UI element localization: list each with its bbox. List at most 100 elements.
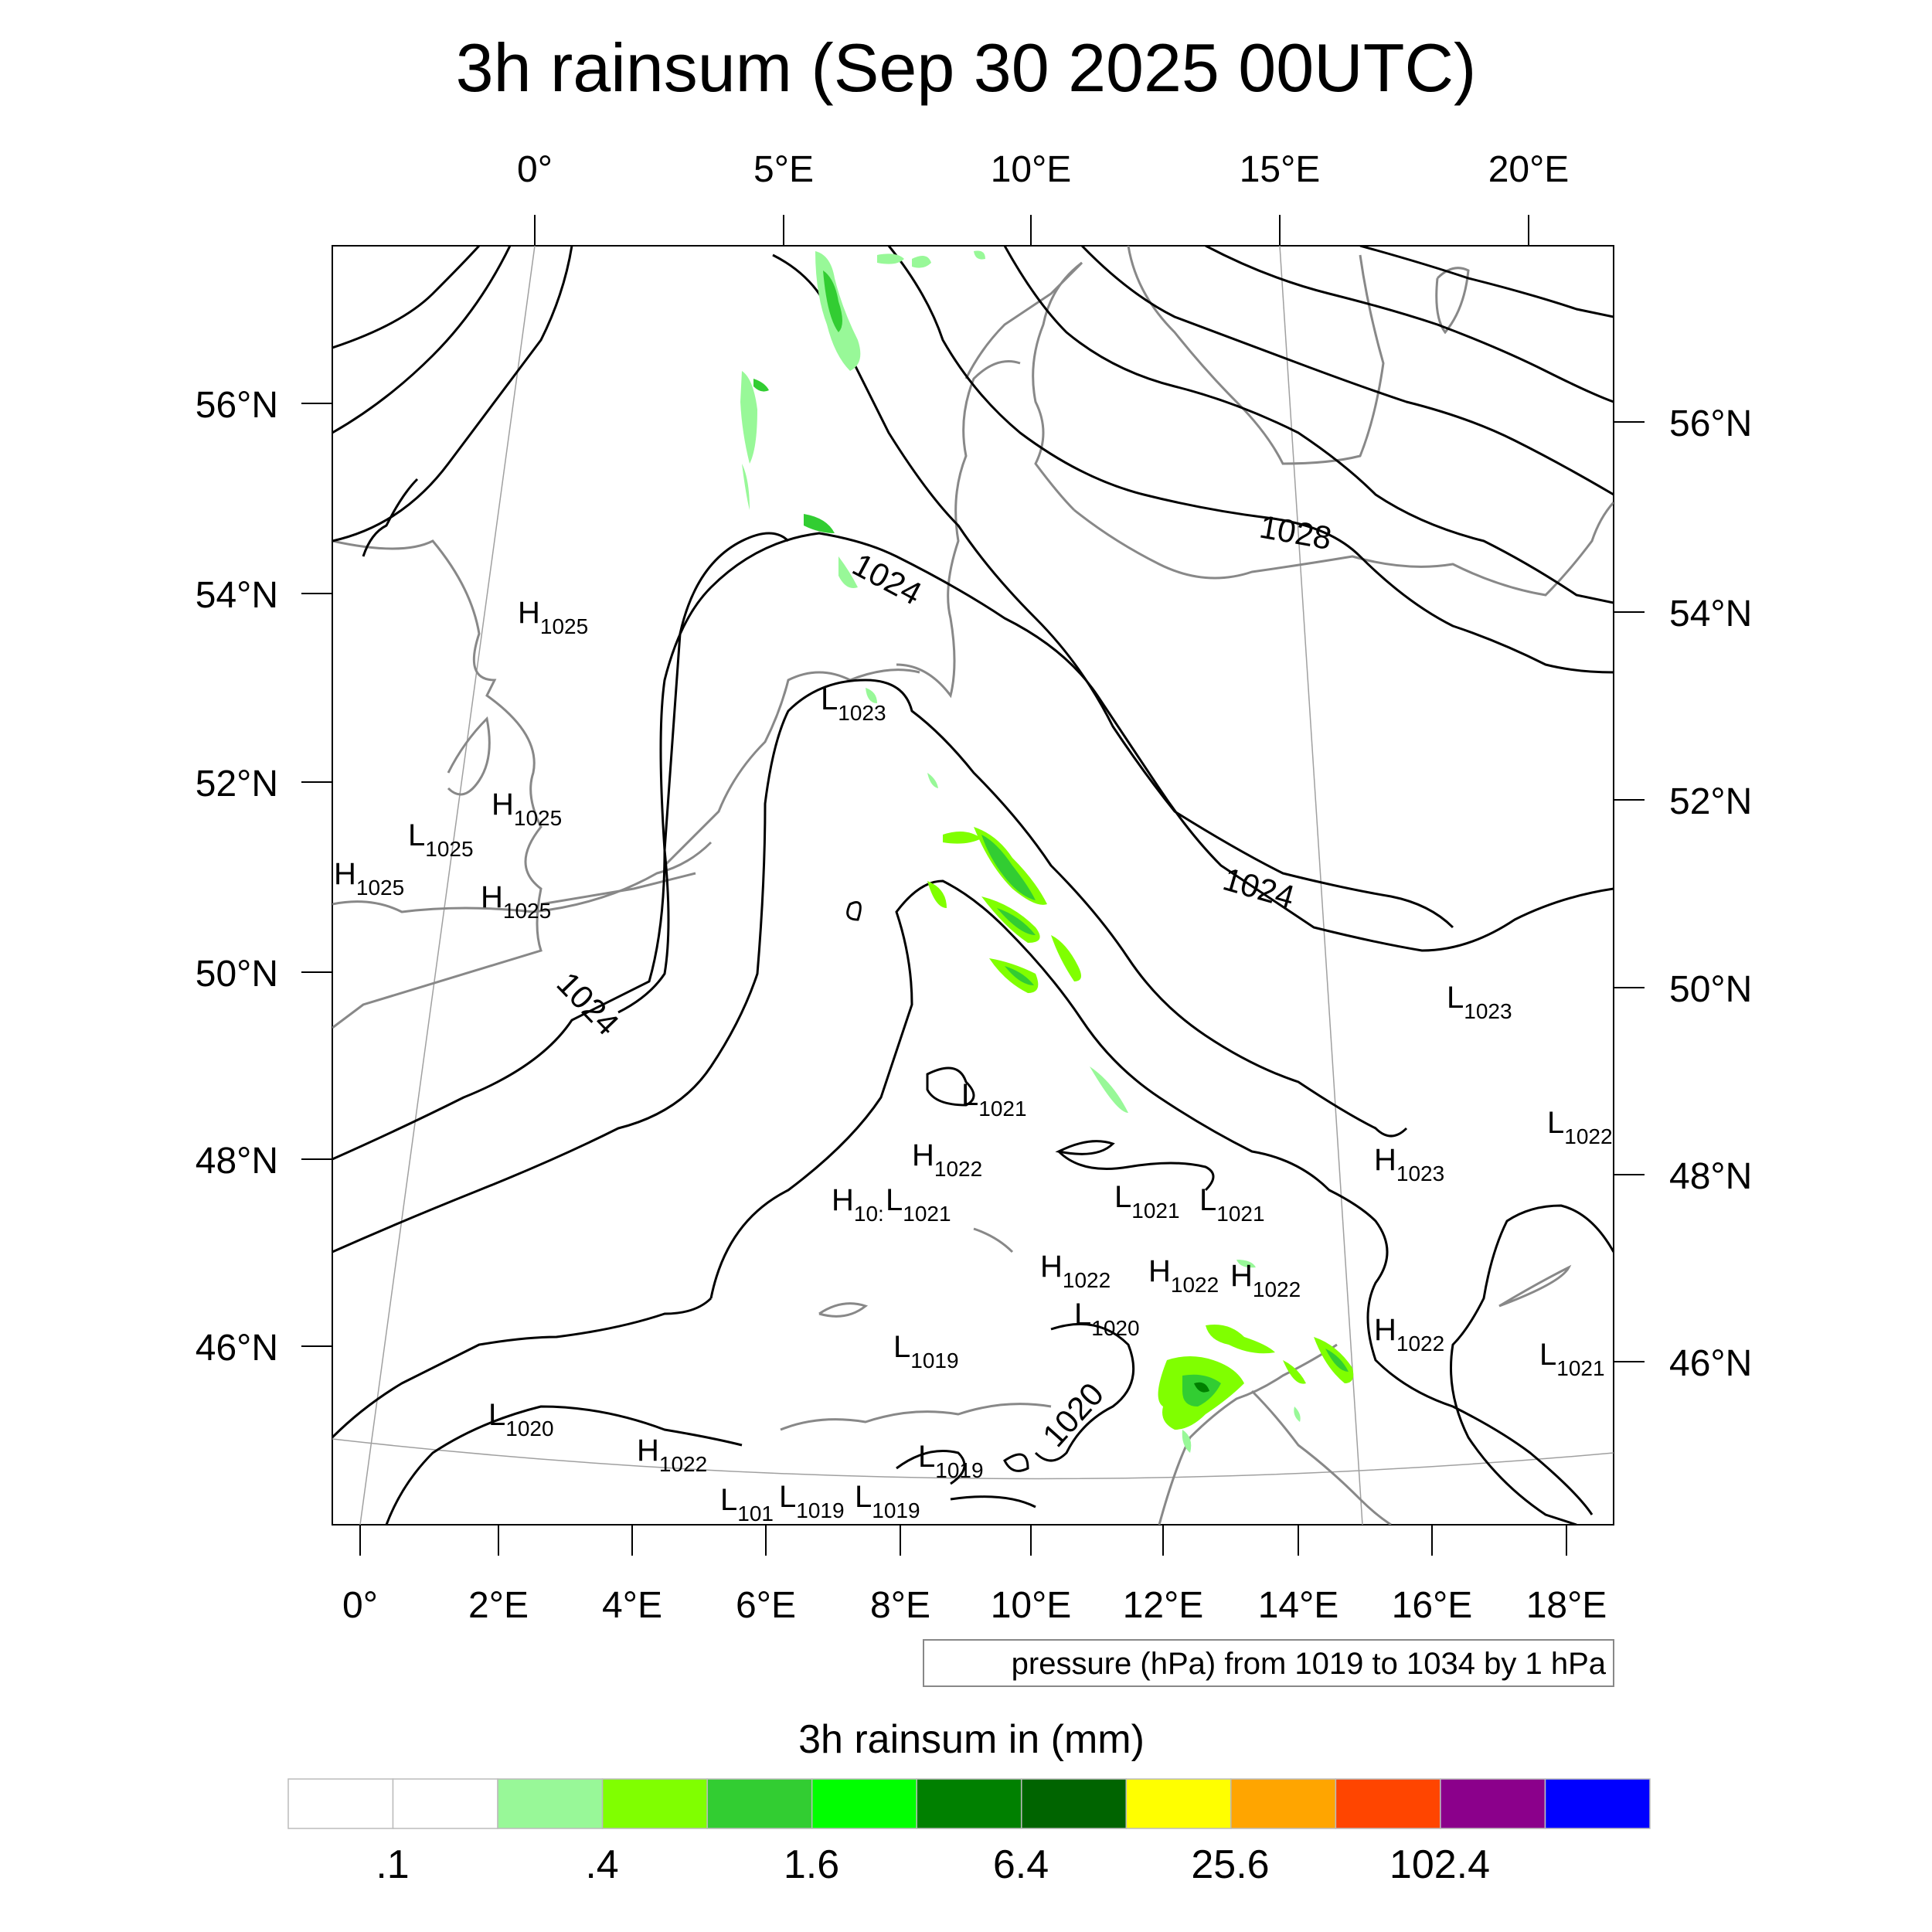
pressure-center-label: L1021 [1539, 1338, 1605, 1380]
pressure-center-label: H1025 [481, 880, 551, 923]
top-lon-label: 10°E [991, 149, 1072, 190]
pressure-center-label: L1019 [779, 1480, 845, 1522]
coast-baltic-south [1073, 501, 1614, 597]
isobar-closed-6 [950, 1495, 1036, 1509]
isobar-south-inner [709, 879, 1594, 1515]
rain-patch [804, 514, 835, 533]
rain-patch [1090, 1066, 1128, 1113]
isobar-1024-west [332, 532, 1614, 1161]
bottom-lon-label: 10°E [991, 1585, 1072, 1626]
coast-england-east [332, 539, 543, 1029]
isobar-south-low [896, 1450, 966, 1485]
bottom-lon-label: 18°E [1526, 1585, 1607, 1626]
rain-patch [943, 832, 981, 844]
graticule [332, 246, 1614, 1525]
pressure-center-label: H1025 [518, 596, 588, 638]
pressure-center-label: L1019 [855, 1480, 920, 1522]
pressure-center-label: L1021 [1114, 1180, 1180, 1223]
pressure-center-label: H1025 [492, 787, 562, 830]
colorbar-boxes [287, 1778, 1651, 1829]
rain-patch [838, 556, 858, 588]
rain-patch [823, 270, 842, 332]
bottom-lon-label: 12°E [1123, 1585, 1204, 1626]
isobar-closed-1 [926, 1066, 975, 1107]
rain-patch [912, 256, 931, 268]
pressure-center-label: L1021 [1199, 1183, 1265, 1226]
isobar-1020 [385, 1405, 743, 1525]
pressure-centers: H1025 L1023 H1025 L1025 H1025 H1025 L102… [334, 596, 1613, 1526]
pressure-center-label: H1022 [912, 1138, 982, 1181]
right-lat-label: 54°N [1669, 594, 1752, 634]
colorbar-label: 6.4 [993, 1842, 1049, 1887]
isobar-closed-5 [1003, 1453, 1029, 1472]
top-lon-label: 5°E [753, 149, 814, 190]
isobar-south-mid [1034, 1322, 1135, 1462]
coast-england-inner [447, 716, 491, 796]
lake-constance [973, 1227, 1014, 1253]
bottom-longitude-labels: 0° 2°E 4°E 6°E 8°E 10°E 12°E 14°E 16°E 1… [342, 1585, 1607, 1626]
right-latitude-labels: 56°N 54°N 52°N 50°N 48°N 46°N [1669, 403, 1752, 1384]
isobar-i [772, 253, 1454, 929]
isobar-south-west [332, 1297, 713, 1439]
rain-patch [927, 881, 947, 908]
rain-patch [1194, 1382, 1209, 1393]
coast-netherlands [663, 668, 920, 867]
rain-patch [742, 464, 750, 510]
colorbar-box [1021, 1778, 1128, 1829]
right-lat-label: 56°N [1669, 403, 1752, 444]
axis-ticks [301, 215, 1645, 1556]
coast-england-south [332, 900, 534, 913]
meridian-15e [1279, 246, 1363, 1525]
colorbar-box [916, 1778, 1022, 1829]
border-channel [540, 872, 696, 906]
bottom-lon-label: 4°E [602, 1585, 662, 1626]
isobar-h [1359, 246, 1614, 318]
pressure-center-label: L1020 [488, 1398, 554, 1440]
rain-patch [740, 371, 757, 464]
pressure-center-label: H1022 [1040, 1250, 1111, 1292]
contour-info-frame [923, 1639, 1614, 1687]
colorbar-box [1125, 1778, 1232, 1829]
colorbar-box [287, 1778, 394, 1829]
rain-patch [981, 835, 1036, 900]
map-panel [332, 245, 1614, 1526]
isobar-closed-4 [846, 901, 862, 921]
pressure-center-label: L1021 [961, 1078, 1027, 1121]
pressure-center-label: L1020 [1074, 1298, 1140, 1340]
rain-patch [877, 253, 904, 264]
isobars [332, 246, 1614, 1525]
coast-denmark [964, 261, 1083, 512]
pressure-center-label: H1022 [637, 1434, 707, 1476]
coast-adriatic-west [1158, 1343, 1338, 1525]
isobar-1028 [887, 246, 1614, 674]
pressure-center-label: L1025 [408, 818, 474, 861]
isobar-closed-3 [1057, 1150, 1215, 1192]
colorbar-box [497, 1778, 604, 1829]
pressure-center-label: L1019 [893, 1330, 959, 1372]
colorbar: 3h rainsum in (mm) .1 .4 1.6 6.4 25.6 10… [287, 1717, 1651, 1887]
left-latitude-labels: 56°N 54°N 52°N 50°N 48°N 46°N [196, 385, 278, 1369]
rain-patch [866, 688, 877, 703]
coast-adriatic-east [1250, 1389, 1392, 1525]
rain-patch [1283, 1360, 1306, 1384]
pressure-center-label: L1021 [886, 1183, 951, 1226]
left-lat-label: 52°N [196, 764, 278, 804]
colorbar-label: .4 [585, 1842, 618, 1887]
isobar-east [1450, 1204, 1614, 1525]
colorbar-box [392, 1778, 498, 1829]
colorbar-box [811, 1778, 917, 1829]
colorbar-box [1230, 1778, 1337, 1829]
isobar-f [1080, 246, 1614, 496]
coast-italy-north [780, 1403, 1052, 1431]
isobar-closed-2 [1055, 1140, 1115, 1155]
map-title: 3h rainsum (Sep 30 2025 00UTC) [456, 29, 1477, 106]
isobar-1024-north [617, 532, 790, 1014]
pressure-center-label: H1022 [1148, 1254, 1219, 1297]
right-lat-label: 48°N [1669, 1156, 1752, 1197]
bottom-lon-label: 8°E [870, 1585, 930, 1626]
rain-patch [1206, 1325, 1275, 1354]
bottom-lon-label: 14°E [1258, 1585, 1339, 1626]
isobar-a [332, 246, 481, 349]
coastlines [332, 246, 1614, 1525]
